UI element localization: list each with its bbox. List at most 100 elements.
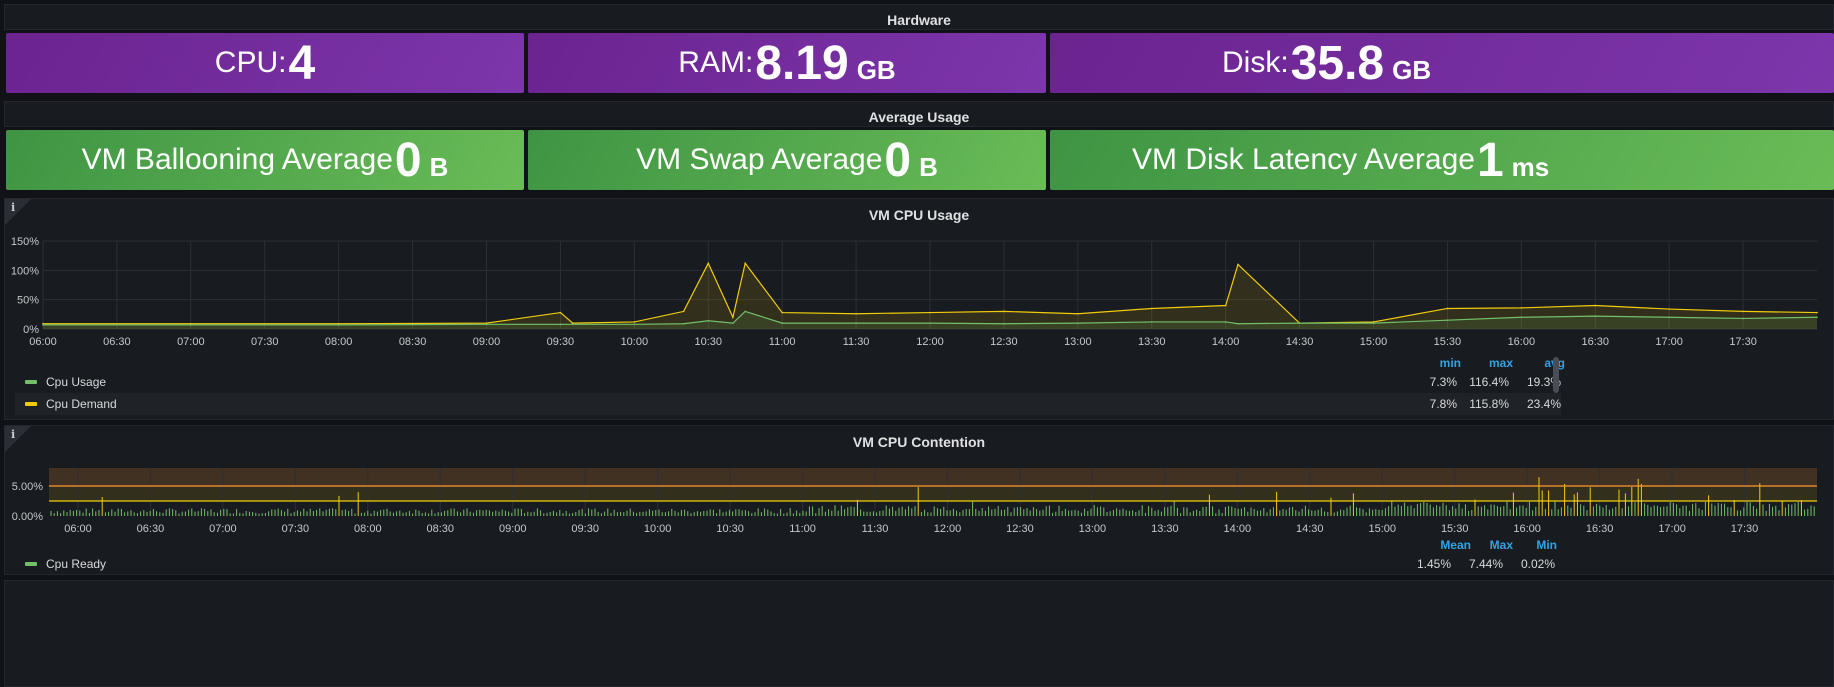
x-tick-label: 10:00 (621, 336, 649, 348)
data-point (1446, 319, 1449, 321)
x-tick-label: 08:00 (354, 523, 382, 535)
data-point (929, 311, 931, 314)
legend-max-cpu-demand: 115.8% (1469, 397, 1509, 411)
y-tick-label: 150% (11, 236, 39, 248)
cpu-contention-panel[interactable]: i VM CPU Contention 06:00 06:30 07:00 07:30… (4, 425, 1834, 575)
x-tick-label: 15:00 (1360, 336, 1388, 348)
legend-header-mean[interactable]: Mean (1440, 538, 1471, 552)
ram-stat-panel[interactable]: RAM: 8.19 GB (528, 33, 1046, 93)
info-icon[interactable]: i (11, 428, 16, 441)
x-tick-label: 13:30 (1138, 336, 1166, 348)
disk-latency-stat-unit: ms (1511, 151, 1550, 182)
legend-header-min[interactable]: min (1439, 356, 1461, 370)
legend-row-cpu-ready[interactable]: Cpu Ready 1.45% 7.44% 0.02% (15, 553, 1555, 575)
data-point (1372, 321, 1375, 323)
x-tick-label: 17:00 (1658, 523, 1686, 535)
disk-stat-panel[interactable]: Disk: 35.8 GB (1050, 33, 1834, 93)
legend-max-cpu-usage: 116.4% (1469, 375, 1509, 389)
cpu-contention-panel-title: VM CPU Contention (852, 434, 986, 450)
data-point (1446, 307, 1449, 310)
info-icon[interactable]: i (11, 201, 16, 214)
data-point (1594, 315, 1597, 317)
legend-header-min[interactable]: Min (1536, 538, 1557, 552)
data-point (559, 323, 562, 326)
data-point (1298, 322, 1301, 324)
x-tick-label: 16:30 (1586, 523, 1614, 535)
data-point (1224, 321, 1227, 323)
legend-header-max[interactable]: Max (1489, 538, 1513, 552)
data-point (42, 322, 44, 325)
series-area (43, 263, 1817, 329)
legend-swatch-cpu-usage (25, 380, 37, 384)
x-tick-label: 11:30 (843, 336, 870, 348)
x-tick-label: 15:30 (1441, 523, 1469, 535)
x-tick-label: 15:30 (1434, 336, 1462, 348)
legend-swatch-cpu-demand (25, 402, 37, 406)
panel-info-corner[interactable] (5, 199, 31, 225)
legend-header-avg[interactable]: avg (1525, 356, 1565, 370)
x-tick-label: 06:00 (64, 523, 92, 535)
data-point (42, 324, 44, 326)
x-tick-label: 12:00 (916, 336, 944, 348)
data-point (1077, 312, 1079, 315)
data-point (1150, 307, 1153, 310)
legend-avg-cpu-usage: 19.3% (1526, 375, 1561, 389)
disk-latency-stat-panel[interactable]: VM Disk Latency Average 1 ms (1050, 130, 1834, 190)
legend-header-max[interactable]: max (1488, 356, 1513, 370)
x-tick-label: 16:30 (1581, 336, 1609, 348)
data-point (485, 323, 488, 326)
data-point (1237, 322, 1239, 325)
ram-stat-unit: GB (856, 54, 896, 85)
ballooning-stat-unit: B (429, 151, 449, 182)
data-point (633, 323, 636, 326)
x-tick-label: 12:30 (1006, 523, 1034, 535)
x-tick-label: 11:00 (789, 523, 816, 535)
legend-label-cpu-usage: Cpu Usage (46, 375, 107, 389)
data-point (190, 324, 192, 326)
data-point (707, 319, 710, 322)
disk-stat-unit: GB (1392, 54, 1432, 85)
swap-stat-value: 0 (884, 133, 912, 187)
data-point (1003, 322, 1005, 325)
swap-stat-unit: B (919, 151, 938, 182)
next-panel-edge (4, 580, 1834, 687)
x-tick-label: 14:00 (1212, 336, 1240, 348)
panel-info-corner[interactable] (5, 426, 31, 452)
x-tick-label: 07:30 (251, 336, 279, 348)
legend-row-cpu-demand[interactable]: Cpu Demand 7.8% 115.8% 23.4% (15, 393, 1561, 415)
x-tick-label: 10:30 (716, 523, 744, 535)
data-point (1077, 322, 1079, 324)
legend-mean-cpu-ready: 1.45% (1416, 557, 1451, 571)
x-tick-label: 09:00 (499, 523, 527, 535)
data-point (1150, 321, 1153, 323)
x-tick-label: 09:00 (473, 336, 501, 348)
ballooning-stat-panel[interactable]: VM Ballooning Average 0 B (6, 130, 524, 190)
data-point (682, 310, 685, 313)
x-tick-label: 09:30 (571, 523, 599, 535)
data-point (781, 322, 783, 324)
ballooning-stat-label: VM Ballooning Average (81, 143, 393, 176)
x-tick-label: 08:30 (399, 336, 427, 348)
average-usage-row-header: Average Usage (4, 101, 1834, 127)
data-point (732, 316, 734, 319)
cpu-contention-chart[interactable]: 06:00 06:30 07:00 07:30 08:00 08:30 09:00 09:30… (5, 456, 1834, 546)
cpu-stat-panel[interactable]: CPU: 4 (6, 33, 524, 93)
ballooning-stat-value: 0 (394, 133, 422, 187)
legend-row-cpu-usage[interactable]: Cpu Usage 7.3% 116.4% 19.3% (15, 371, 1561, 393)
legend-min-cpu-demand: 7.8% (1429, 397, 1457, 411)
legend-scrollbar[interactable] (1553, 357, 1559, 393)
data-point (744, 310, 747, 313)
x-tick-label: 16:00 (1508, 336, 1536, 348)
data-point (559, 311, 562, 314)
cpu-usage-panel[interactable]: i VM CPU Usage 0% 50% 100% 150% 06:00 06:30 07… (4, 198, 1834, 420)
x-tick-label: 06:30 (137, 523, 165, 535)
cpu-usage-chart[interactable]: 0% 50% 100% 150% 06:00 06:30 07:00 07:30 08:00 08… (5, 229, 1834, 379)
swap-stat-panel[interactable]: VM Swap Average 0 B (528, 130, 1046, 190)
data-point (1372, 322, 1375, 324)
data-point (855, 322, 857, 324)
ram-stat-label: RAM: (678, 46, 754, 79)
legend-max-cpu-ready: 7.44% (1468, 557, 1503, 571)
x-tick-label: 08:30 (427, 523, 455, 535)
cpu-stat-label: CPU: (214, 46, 287, 79)
x-tick-label: 07:00 (209, 523, 237, 535)
